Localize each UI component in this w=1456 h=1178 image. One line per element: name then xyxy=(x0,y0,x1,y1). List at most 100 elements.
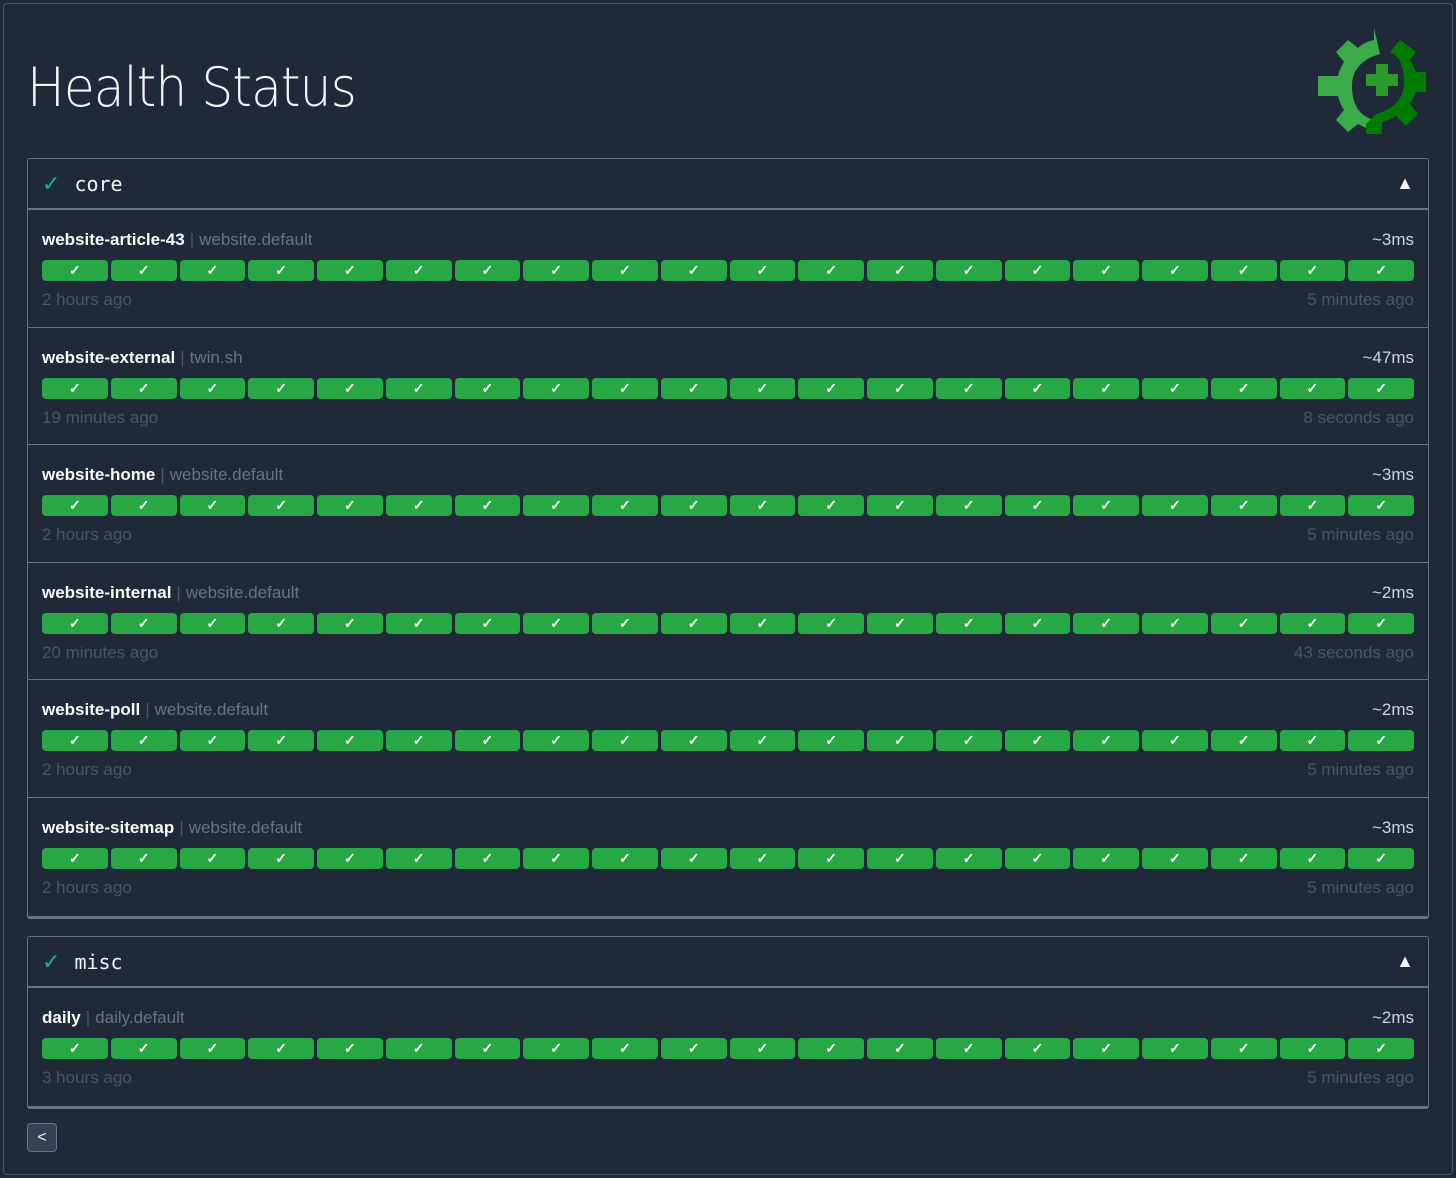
result-success-bar[interactable]: ✓ xyxy=(660,377,727,399)
result-success-bar[interactable]: ✓ xyxy=(729,377,796,399)
result-success-bar[interactable]: ✓ xyxy=(1348,612,1414,634)
endpoint-name[interactable]: website-sitemap xyxy=(42,817,175,837)
result-success-bar[interactable]: ✓ xyxy=(523,847,589,869)
result-success-bar[interactable]: ✓ xyxy=(110,377,177,399)
result-success-bar[interactable]: ✓ xyxy=(935,730,1002,752)
result-success-bar[interactable]: ✓ xyxy=(1004,847,1071,869)
result-success-bar[interactable]: ✓ xyxy=(935,260,1002,281)
result-success-bar[interactable]: ✓ xyxy=(660,730,727,752)
result-success-bar[interactable]: ✓ xyxy=(798,847,864,869)
result-success-bar[interactable]: ✓ xyxy=(592,730,658,752)
result-success-bar[interactable]: ✓ xyxy=(42,495,108,517)
result-success-bar[interactable]: ✓ xyxy=(1348,730,1414,752)
result-success-bar[interactable]: ✓ xyxy=(248,847,314,869)
result-success-bar[interactable]: ✓ xyxy=(867,377,933,399)
result-success-bar[interactable]: ✓ xyxy=(110,612,177,634)
result-success-bar[interactable]: ✓ xyxy=(798,377,864,399)
result-success-bar[interactable]: ✓ xyxy=(1279,260,1346,281)
result-success-bar[interactable]: ✓ xyxy=(42,612,108,634)
result-success-bar[interactable]: ✓ xyxy=(317,612,383,634)
result-success-bar[interactable]: ✓ xyxy=(1142,612,1208,634)
result-success-bar[interactable]: ✓ xyxy=(179,847,246,869)
result-success-bar[interactable]: ✓ xyxy=(867,260,933,281)
result-success-bar[interactable]: ✓ xyxy=(935,612,1002,634)
result-success-bar[interactable]: ✓ xyxy=(798,495,864,517)
result-success-bar[interactable]: ✓ xyxy=(523,612,589,634)
result-success-bar[interactable]: ✓ xyxy=(935,495,1002,517)
result-success-bar[interactable]: ✓ xyxy=(1142,847,1208,869)
result-success-bar[interactable]: ✓ xyxy=(798,1038,864,1059)
result-success-bar[interactable]: ✓ xyxy=(248,377,314,399)
result-success-bar[interactable]: ✓ xyxy=(1210,377,1277,399)
result-success-bar[interactable]: ✓ xyxy=(1279,847,1346,869)
result-success-bar[interactable]: ✓ xyxy=(248,260,314,281)
result-success-bar[interactable]: ✓ xyxy=(42,847,108,869)
endpoint-name[interactable]: website-article-43 xyxy=(42,230,185,249)
result-success-bar[interactable]: ✓ xyxy=(1279,612,1346,634)
result-success-bar[interactable]: ✓ xyxy=(729,1038,796,1059)
result-success-bar[interactable]: ✓ xyxy=(42,260,108,281)
result-success-bar[interactable]: ✓ xyxy=(523,260,589,281)
endpoint-name[interactable]: daily xyxy=(42,1008,81,1027)
result-success-bar[interactable]: ✓ xyxy=(385,495,452,517)
result-success-bar[interactable]: ✓ xyxy=(454,495,521,517)
result-success-bar[interactable]: ✓ xyxy=(385,730,452,752)
result-success-bar[interactable]: ✓ xyxy=(523,730,589,752)
result-success-bar[interactable]: ✓ xyxy=(592,847,658,869)
result-success-bar[interactable]: ✓ xyxy=(867,495,933,517)
result-success-bar[interactable]: ✓ xyxy=(1279,495,1346,517)
result-success-bar[interactable]: ✓ xyxy=(1210,1038,1277,1059)
result-success-bar[interactable]: ✓ xyxy=(1279,1038,1346,1059)
result-success-bar[interactable]: ✓ xyxy=(867,612,933,634)
endpoint-name[interactable]: website-external xyxy=(42,347,176,367)
result-success-bar[interactable]: ✓ xyxy=(454,377,521,399)
result-success-bar[interactable]: ✓ xyxy=(179,377,246,399)
collapse-toggle-icon[interactable]: ▲ xyxy=(1396,173,1414,193)
result-success-bar[interactable]: ✓ xyxy=(454,847,521,869)
result-success-bar[interactable]: ✓ xyxy=(935,1038,1002,1059)
result-success-bar[interactable]: ✓ xyxy=(248,730,314,752)
result-success-bar[interactable]: ✓ xyxy=(248,495,314,517)
result-success-bar[interactable]: ✓ xyxy=(110,1038,177,1059)
result-success-bar[interactable]: ✓ xyxy=(110,495,177,517)
result-success-bar[interactable]: ✓ xyxy=(317,260,383,281)
result-success-bar[interactable]: ✓ xyxy=(385,377,452,399)
result-success-bar[interactable]: ✓ xyxy=(1073,260,1139,281)
result-success-bar[interactable]: ✓ xyxy=(1348,847,1414,869)
result-success-bar[interactable]: ✓ xyxy=(179,612,246,634)
result-success-bar[interactable]: ✓ xyxy=(935,847,1002,869)
result-success-bar[interactable]: ✓ xyxy=(1004,377,1071,399)
result-success-bar[interactable]: ✓ xyxy=(385,260,452,281)
result-success-bar[interactable]: ✓ xyxy=(729,612,796,634)
result-success-bar[interactable]: ✓ xyxy=(1210,495,1277,517)
result-success-bar[interactable]: ✓ xyxy=(798,612,864,634)
result-success-bar[interactable]: ✓ xyxy=(935,377,1002,399)
result-success-bar[interactable]: ✓ xyxy=(42,730,108,752)
result-success-bar[interactable]: ✓ xyxy=(592,1038,658,1059)
result-success-bar[interactable]: ✓ xyxy=(660,260,727,281)
result-success-bar[interactable]: ✓ xyxy=(1073,847,1139,869)
result-success-bar[interactable]: ✓ xyxy=(660,612,727,634)
group-header[interactable]: ✓ misc ▲ xyxy=(28,937,1428,988)
result-success-bar[interactable]: ✓ xyxy=(1348,260,1414,281)
back-button[interactable]: < xyxy=(27,1123,57,1152)
result-success-bar[interactable]: ✓ xyxy=(1142,260,1208,281)
result-success-bar[interactable]: ✓ xyxy=(592,612,658,634)
result-success-bar[interactable]: ✓ xyxy=(1210,612,1277,634)
result-success-bar[interactable]: ✓ xyxy=(1279,730,1346,752)
result-success-bar[interactable]: ✓ xyxy=(248,1038,314,1059)
endpoint-name[interactable]: website-poll xyxy=(42,700,141,720)
result-success-bar[interactable]: ✓ xyxy=(867,847,933,869)
result-success-bar[interactable]: ✓ xyxy=(110,847,177,869)
result-success-bar[interactable]: ✓ xyxy=(1073,495,1139,517)
result-success-bar[interactable]: ✓ xyxy=(317,1038,383,1059)
result-success-bar[interactable]: ✓ xyxy=(385,1038,452,1059)
result-success-bar[interactable]: ✓ xyxy=(454,730,521,752)
result-success-bar[interactable]: ✓ xyxy=(798,260,864,281)
result-success-bar[interactable]: ✓ xyxy=(592,377,658,399)
result-success-bar[interactable]: ✓ xyxy=(660,495,727,517)
result-success-bar[interactable]: ✓ xyxy=(1279,377,1346,399)
result-success-bar[interactable]: ✓ xyxy=(729,260,796,281)
result-success-bar[interactable]: ✓ xyxy=(1142,377,1208,399)
result-success-bar[interactable]: ✓ xyxy=(179,1038,246,1059)
